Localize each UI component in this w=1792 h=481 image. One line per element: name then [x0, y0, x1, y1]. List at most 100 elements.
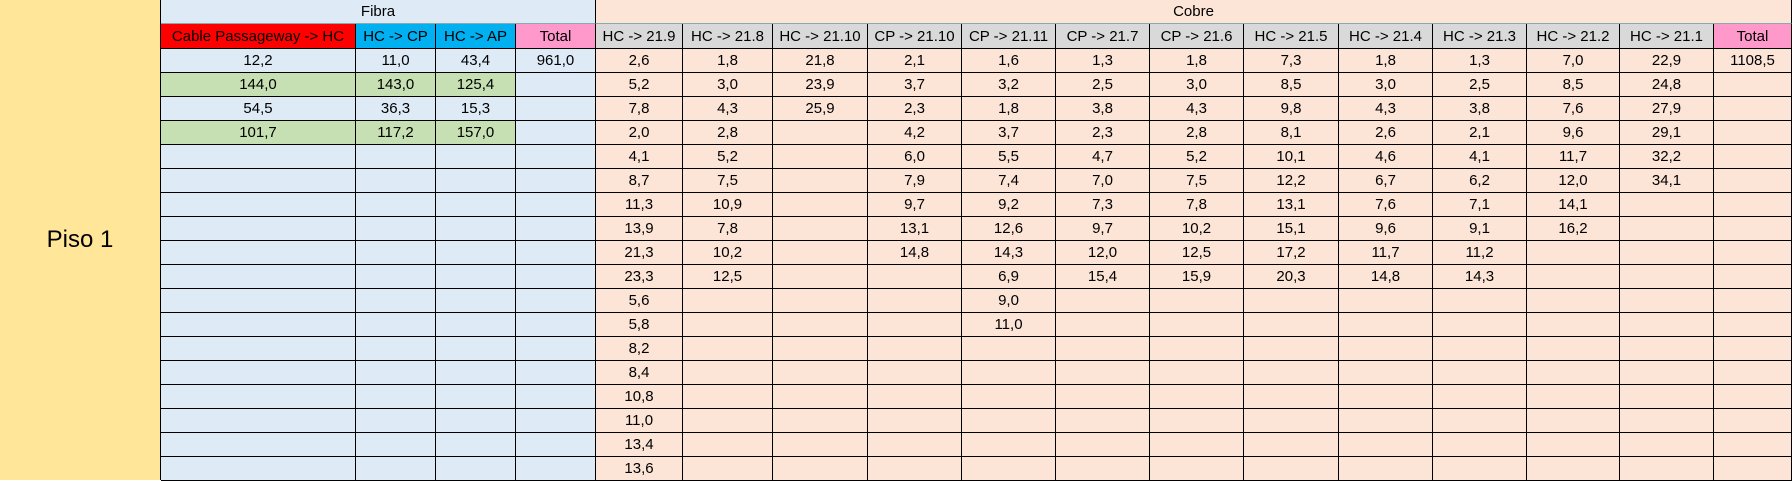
cobre-data-cell[interactable]: 15,1 [1244, 217, 1339, 241]
cobre-data-cell[interactable]: 10,1 [1244, 145, 1339, 169]
cobre-data-cell[interactable] [683, 409, 773, 433]
cobre-data-cell[interactable] [1339, 289, 1433, 313]
fibra-data-cell[interactable] [516, 97, 596, 121]
cobre-data-cell[interactable] [1714, 385, 1792, 409]
fibra-data-cell[interactable]: 157,0 [436, 121, 516, 145]
fibra-data-cell[interactable] [436, 409, 516, 433]
cobre-data-cell[interactable] [1527, 337, 1620, 361]
fibra-data-cell[interactable]: 12,2 [161, 49, 356, 73]
cobre-data-cell[interactable] [1244, 313, 1339, 337]
cobre-data-cell[interactable]: 14,1 [1527, 193, 1620, 217]
cobre-data-cell[interactable] [1339, 361, 1433, 385]
cobre-data-cell[interactable]: 4,1 [596, 145, 683, 169]
cobre-group-header[interactable]: Cobre [596, 0, 1792, 24]
fibra-data-cell[interactable] [161, 145, 356, 169]
cobre-data-cell[interactable] [1056, 457, 1150, 481]
cobre-data-cell[interactable] [868, 337, 962, 361]
cobre-data-cell[interactable]: 8,7 [596, 169, 683, 193]
cobre-data-cell[interactable] [962, 409, 1056, 433]
fibra-data-cell[interactable] [436, 457, 516, 481]
cobre-column-header[interactable]: CP -> 21.10 [868, 24, 962, 49]
cobre-data-cell[interactable]: 24,8 [1620, 73, 1714, 97]
cobre-data-cell[interactable]: 2,3 [868, 97, 962, 121]
cobre-data-cell[interactable]: 5,6 [596, 289, 683, 313]
cobre-data-cell[interactable] [773, 289, 868, 313]
cobre-data-cell[interactable]: 34,1 [1620, 169, 1714, 193]
cobre-data-cell[interactable]: 6,2 [1433, 169, 1527, 193]
cobre-data-cell[interactable]: 13,1 [1244, 193, 1339, 217]
fibra-data-cell[interactable] [356, 169, 436, 193]
cobre-data-cell[interactable]: 12,2 [1244, 169, 1339, 193]
cobre-data-cell[interactable] [1150, 289, 1244, 313]
fibra-data-cell[interactable] [356, 145, 436, 169]
cobre-data-cell[interactable]: 4,7 [1056, 145, 1150, 169]
cobre-data-cell[interactable] [1433, 433, 1527, 457]
cobre-data-cell[interactable] [683, 337, 773, 361]
cobre-data-cell[interactable] [1714, 121, 1792, 145]
cobre-data-cell[interactable] [1714, 97, 1792, 121]
cobre-data-cell[interactable] [773, 313, 868, 337]
cobre-data-cell[interactable] [1620, 217, 1714, 241]
cobre-data-cell[interactable]: 9,6 [1339, 217, 1433, 241]
cobre-data-cell[interactable]: 11,3 [596, 193, 683, 217]
cobre-data-cell[interactable] [1339, 409, 1433, 433]
fibra-data-cell[interactable] [516, 457, 596, 481]
fibra-column-header[interactable]: Cable Passageway -> HC [161, 24, 356, 49]
cobre-column-header[interactable]: CP -> 21.11 [962, 24, 1056, 49]
fibra-data-cell[interactable] [516, 361, 596, 385]
fibra-data-cell[interactable] [161, 193, 356, 217]
cobre-data-cell[interactable] [1433, 337, 1527, 361]
fibra-column-header[interactable]: HC -> CP [356, 24, 436, 49]
cobre-data-cell[interactable]: 7,6 [1339, 193, 1433, 217]
cobre-data-cell[interactable]: 14,8 [1339, 265, 1433, 289]
cobre-data-cell[interactable] [1714, 289, 1792, 313]
cobre-data-cell[interactable]: 1,8 [962, 97, 1056, 121]
cobre-data-cell[interactable] [1433, 289, 1527, 313]
fibra-data-cell[interactable] [516, 289, 596, 313]
cobre-data-cell[interactable]: 3,8 [1056, 97, 1150, 121]
fibra-data-cell[interactable] [516, 409, 596, 433]
fibra-data-cell[interactable] [161, 313, 356, 337]
cobre-data-cell[interactable]: 11,2 [1433, 241, 1527, 265]
cobre-data-cell[interactable]: 3,0 [683, 73, 773, 97]
cobre-data-cell[interactable] [868, 361, 962, 385]
cobre-data-cell[interactable] [1620, 457, 1714, 481]
fibra-data-cell[interactable]: 144,0 [161, 73, 356, 97]
cobre-data-cell[interactable] [1714, 145, 1792, 169]
cobre-data-cell[interactable]: 1,6 [962, 49, 1056, 73]
cobre-data-cell[interactable] [1433, 313, 1527, 337]
cobre-data-cell[interactable] [1433, 361, 1527, 385]
fibra-data-cell[interactable] [356, 313, 436, 337]
cobre-data-cell[interactable]: 8,5 [1244, 73, 1339, 97]
cobre-data-cell[interactable]: 7,1 [1433, 193, 1527, 217]
cobre-data-cell[interactable]: 7,4 [962, 169, 1056, 193]
cobre-data-cell[interactable] [773, 457, 868, 481]
cobre-data-cell[interactable]: 9,7 [868, 193, 962, 217]
cobre-data-cell[interactable] [773, 361, 868, 385]
cobre-data-cell[interactable] [1527, 361, 1620, 385]
cobre-data-cell[interactable] [1244, 289, 1339, 313]
cobre-data-cell[interactable] [1714, 361, 1792, 385]
cobre-data-cell[interactable]: 2,8 [683, 121, 773, 145]
fibra-data-cell[interactable] [161, 289, 356, 313]
fibra-data-cell[interactable] [161, 337, 356, 361]
cobre-data-cell[interactable] [1244, 457, 1339, 481]
cobre-data-cell[interactable] [773, 265, 868, 289]
cobre-column-header[interactable]: HC -> 21.10 [773, 24, 868, 49]
cobre-data-cell[interactable]: 22,9 [1620, 49, 1714, 73]
cobre-data-cell[interactable]: 12,6 [962, 217, 1056, 241]
fibra-data-cell[interactable]: 54,5 [161, 97, 356, 121]
cobre-data-cell[interactable]: 11,0 [962, 313, 1056, 337]
cobre-data-cell[interactable]: 9,0 [962, 289, 1056, 313]
cobre-data-cell[interactable] [1620, 313, 1714, 337]
fibra-column-header[interactable]: HC -> AP [436, 24, 516, 49]
cobre-data-cell[interactable] [1714, 73, 1792, 97]
cobre-data-cell[interactable] [1527, 433, 1620, 457]
cobre-data-cell[interactable] [773, 337, 868, 361]
fibra-data-cell[interactable] [436, 433, 516, 457]
cobre-data-cell[interactable]: 5,2 [596, 73, 683, 97]
cobre-data-cell[interactable]: 2,1 [868, 49, 962, 73]
cobre-data-cell[interactable]: 12,5 [1150, 241, 1244, 265]
cobre-data-cell[interactable] [773, 217, 868, 241]
cobre-data-cell[interactable]: 4,3 [1339, 97, 1433, 121]
